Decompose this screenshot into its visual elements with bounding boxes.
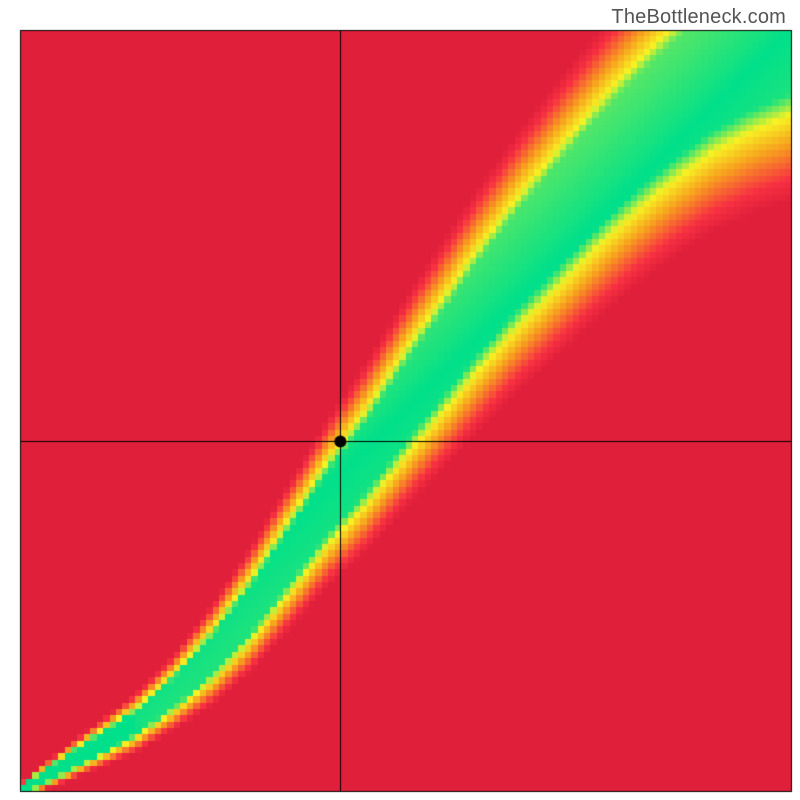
chart-container: TheBottleneck.com [0,0,800,800]
bottleneck-heatmap [0,0,800,800]
